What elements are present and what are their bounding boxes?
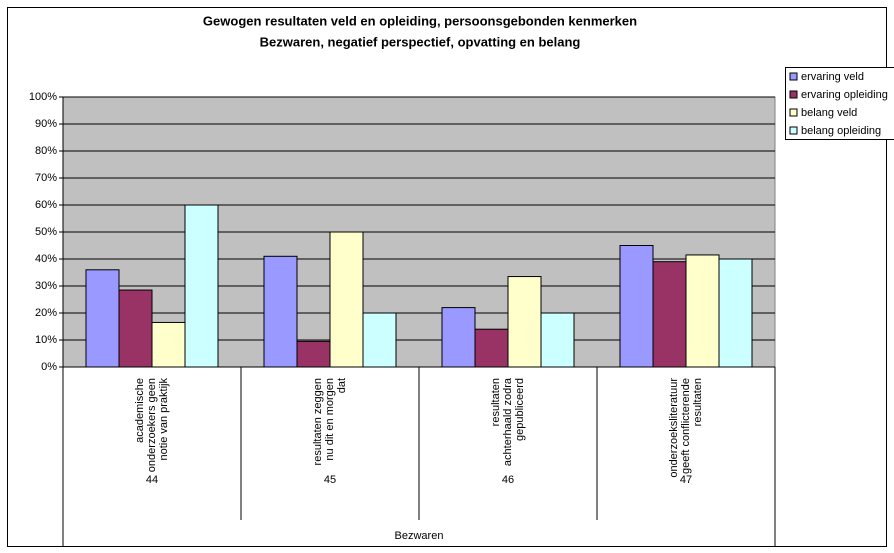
bar	[652, 261, 687, 368]
x-tick-label: gepubliceerd	[514, 378, 526, 441]
x-axis-label: Bezwaren	[395, 530, 444, 542]
bar	[118, 289, 153, 368]
x-tick-label: resultaten	[692, 378, 704, 426]
legend-label: ervaring opleiding	[801, 89, 888, 101]
chart-title: Gewogen resultaten veld en opleiding, pe…	[203, 13, 637, 28]
bar	[441, 307, 476, 368]
x-tick-label: dat	[336, 378, 348, 393]
legend-label: ervaring veld	[801, 71, 864, 83]
category-group-label: 44	[146, 474, 158, 486]
bar	[540, 312, 575, 368]
y-tick-label: 50%	[35, 226, 57, 238]
y-tick-label: 80%	[35, 145, 57, 157]
legend-label: belang veld	[801, 107, 857, 119]
x-tick-label: resultaten	[490, 378, 502, 426]
y-tick-label: 100%	[29, 91, 57, 103]
x-tick-label: onderzoekers geen	[146, 378, 158, 472]
category-group-label: 45	[324, 474, 336, 486]
category-group-label: 47	[680, 474, 692, 486]
y-tick-label: 10%	[35, 334, 57, 346]
y-tick-label: 90%	[35, 118, 57, 130]
x-tick-label: academische	[134, 378, 146, 443]
bar	[685, 254, 720, 368]
legend-swatch	[789, 126, 798, 135]
x-tick-label: achterhaald zodra	[502, 377, 514, 466]
bar	[296, 340, 331, 368]
y-tick-label: 60%	[35, 199, 57, 211]
y-tick-label: 70%	[35, 172, 57, 184]
bar	[184, 204, 219, 368]
bar	[263, 255, 298, 368]
y-tick-label: 20%	[35, 307, 57, 319]
x-tick-label: onderzoeksliteratuur	[668, 378, 680, 478]
legend-label: belang opleiding	[801, 125, 881, 137]
legend-swatch	[789, 108, 798, 117]
y-tick-label: 30%	[35, 280, 57, 292]
category-group-label: 46	[502, 474, 514, 486]
legend-box	[785, 67, 894, 140]
legend-swatch	[789, 90, 798, 99]
x-tick-label: notie van praktijk	[158, 378, 170, 461]
legend-swatch	[789, 72, 798, 81]
y-tick-label: 40%	[35, 253, 57, 265]
chart-subtitle: Bezwaren, negatief perspectief, opvattin…	[260, 34, 581, 49]
bar	[507, 276, 542, 368]
bar	[85, 269, 120, 368]
bar	[329, 231, 364, 368]
x-tick-label: nu dit en morgen	[324, 378, 336, 461]
x-tick-label: geeft conflicterende	[680, 378, 692, 474]
x-tick-label: resultaten zeggen	[312, 378, 324, 465]
bar	[474, 328, 509, 368]
bar	[362, 312, 397, 368]
y-tick-label: 0%	[41, 361, 57, 373]
bar	[619, 245, 654, 368]
bar	[718, 258, 753, 368]
bar	[151, 321, 186, 368]
